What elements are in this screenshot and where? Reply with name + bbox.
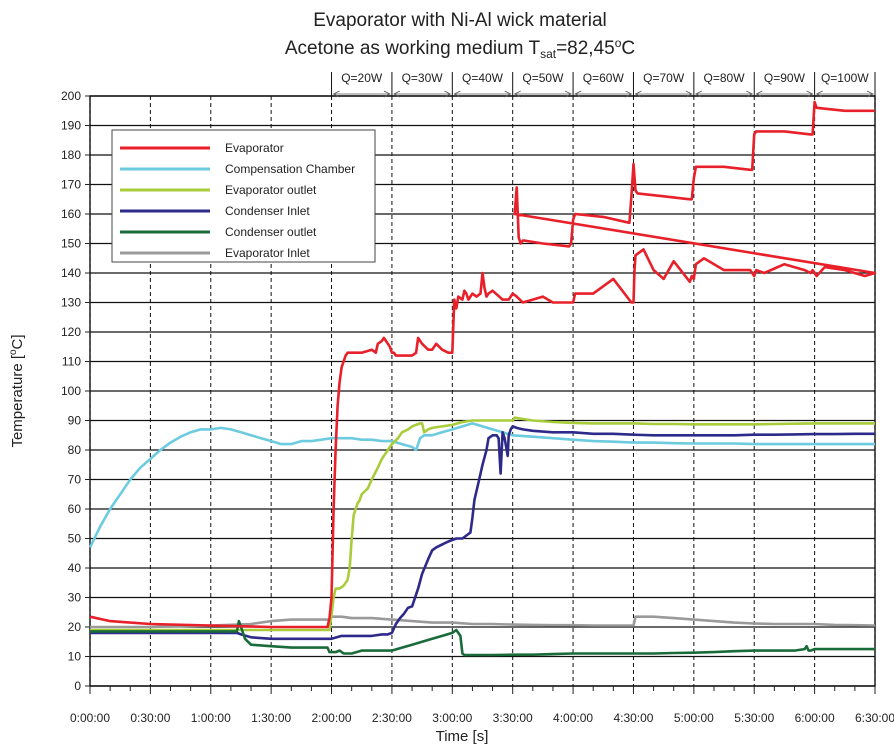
arrow-head-right — [444, 90, 452, 98]
arrow-head-left — [393, 90, 401, 98]
legend-label: Compensation Chamber — [225, 162, 355, 176]
y-tick-label: 130 — [61, 296, 81, 310]
power-step-label: Q=80W — [704, 71, 746, 85]
power-step-label: Q=30W — [402, 71, 444, 85]
y-tick-label: 40 — [68, 561, 82, 575]
arrow-head-right — [746, 90, 754, 98]
arrow-head-left — [513, 90, 521, 98]
power-step-label: Q=70W — [643, 71, 685, 85]
y-tick-label: 80 — [68, 443, 82, 457]
arrow-head-right — [383, 90, 391, 98]
x-axis-label: Time [s] — [436, 728, 489, 745]
legend-label: Evaporator outlet — [225, 183, 317, 197]
y-tick-label: 50 — [68, 532, 82, 546]
series-line-evaporator-outlet — [90, 416, 875, 632]
y-tick-label: 10 — [68, 650, 82, 664]
x-tick-label: 3:30:00 — [493, 711, 533, 725]
arrow-head-left — [453, 90, 461, 98]
x-tick-label: 6:30:00 — [855, 711, 894, 725]
y-tick-label: 170 — [61, 178, 81, 192]
legend-label: Evaporator Inlet — [225, 246, 310, 260]
arrow-head-left — [574, 90, 582, 98]
x-tick-label: 5:00:00 — [674, 711, 714, 725]
series-line-condenser-inlet — [90, 425, 875, 641]
x-tick-label: 5:30:00 — [734, 711, 774, 725]
chart-title: Evaporator with Ni-Al wick material — [313, 10, 607, 31]
y-tick-label: 190 — [61, 119, 81, 133]
x-tick-label: 4:00:00 — [553, 711, 593, 725]
power-steps: Q=20W Q=30W Q=40W Q=50W Q=60W Q=70W Q=80W Q=90W… — [331, 71, 876, 98]
arrow-head-right — [564, 90, 572, 98]
power-step-label: Q=40W — [462, 71, 504, 85]
legend-box — [111, 129, 376, 263]
series-line-compensation-chamber — [88, 422, 875, 548]
arrow-head-right — [866, 90, 874, 98]
legend-label: Evaporator — [225, 141, 284, 155]
x-tick-label: 6:00:00 — [795, 711, 835, 725]
y-tick-label: 90 — [68, 414, 82, 428]
power-step-label: Q=50W — [522, 71, 564, 85]
x-tick-label: 1:00:00 — [191, 711, 231, 725]
axes: 0 10 20 30 40 50 60 70 80 90 100 110 120 130 140 150 160… — [61, 89, 894, 725]
series-line-evaporator — [89, 100, 877, 629]
y-tick-label: 160 — [61, 207, 81, 221]
y-tick-label: 100 — [61, 384, 81, 398]
arrow-head-right — [625, 90, 633, 98]
power-step-label: Q=20W — [341, 71, 383, 85]
arrow-head-right — [685, 90, 693, 98]
y-tick-label: 20 — [68, 620, 82, 634]
x-tick-label: 0:00:00 — [70, 711, 110, 725]
arrow-head-right — [806, 90, 814, 98]
power-step-label: Q=90W — [764, 71, 806, 85]
y-tick-label: 60 — [68, 502, 82, 516]
legend-label: Condenser Inlet — [225, 204, 310, 218]
series-line-condenser-outlet — [90, 619, 875, 657]
arrow-head-left — [634, 90, 642, 98]
power-step-label: Q=60W — [583, 71, 625, 85]
x-tick-label: 0:30:00 — [130, 711, 170, 725]
y-tick-label: 200 — [61, 89, 81, 103]
y-axis-label: Temperature [oC] — [8, 334, 26, 447]
y-tick-label: 0 — [74, 679, 81, 693]
y-tick-label: 120 — [61, 325, 81, 339]
chart-subtitle: Acetone as working medium Tsat=82,45oC — [285, 36, 635, 61]
x-tick-label: 1:30:00 — [251, 711, 291, 725]
series-line-evaporator-inlet — [90, 615, 876, 629]
arrow-head-left — [815, 90, 823, 98]
power-step-label: Q=100W — [821, 71, 869, 85]
arrow-head-right — [504, 90, 512, 98]
x-tick-label: 4:30:00 — [613, 711, 653, 725]
legend-label: Condenser outlet — [225, 225, 317, 239]
arrow-head-left — [755, 90, 763, 98]
y-tick-label: 150 — [61, 237, 81, 251]
y-tick-label: 110 — [62, 355, 81, 369]
y-tick-label: 180 — [61, 148, 81, 162]
x-tick-label: 2:30:00 — [372, 711, 412, 725]
x-tick-label: 3:00:00 — [432, 711, 472, 725]
series-lines — [88, 100, 877, 657]
y-tick-label: 140 — [61, 266, 81, 280]
x-tick-label: 2:00:00 — [312, 711, 352, 725]
y-tick-label: 30 — [68, 591, 82, 605]
y-tick-label: 70 — [68, 473, 82, 487]
arrow-head-left — [694, 90, 703, 98]
legend: Evaporator Compensation Chamber Evaporator… — [111, 129, 376, 263]
arrow-head-left — [332, 90, 340, 98]
